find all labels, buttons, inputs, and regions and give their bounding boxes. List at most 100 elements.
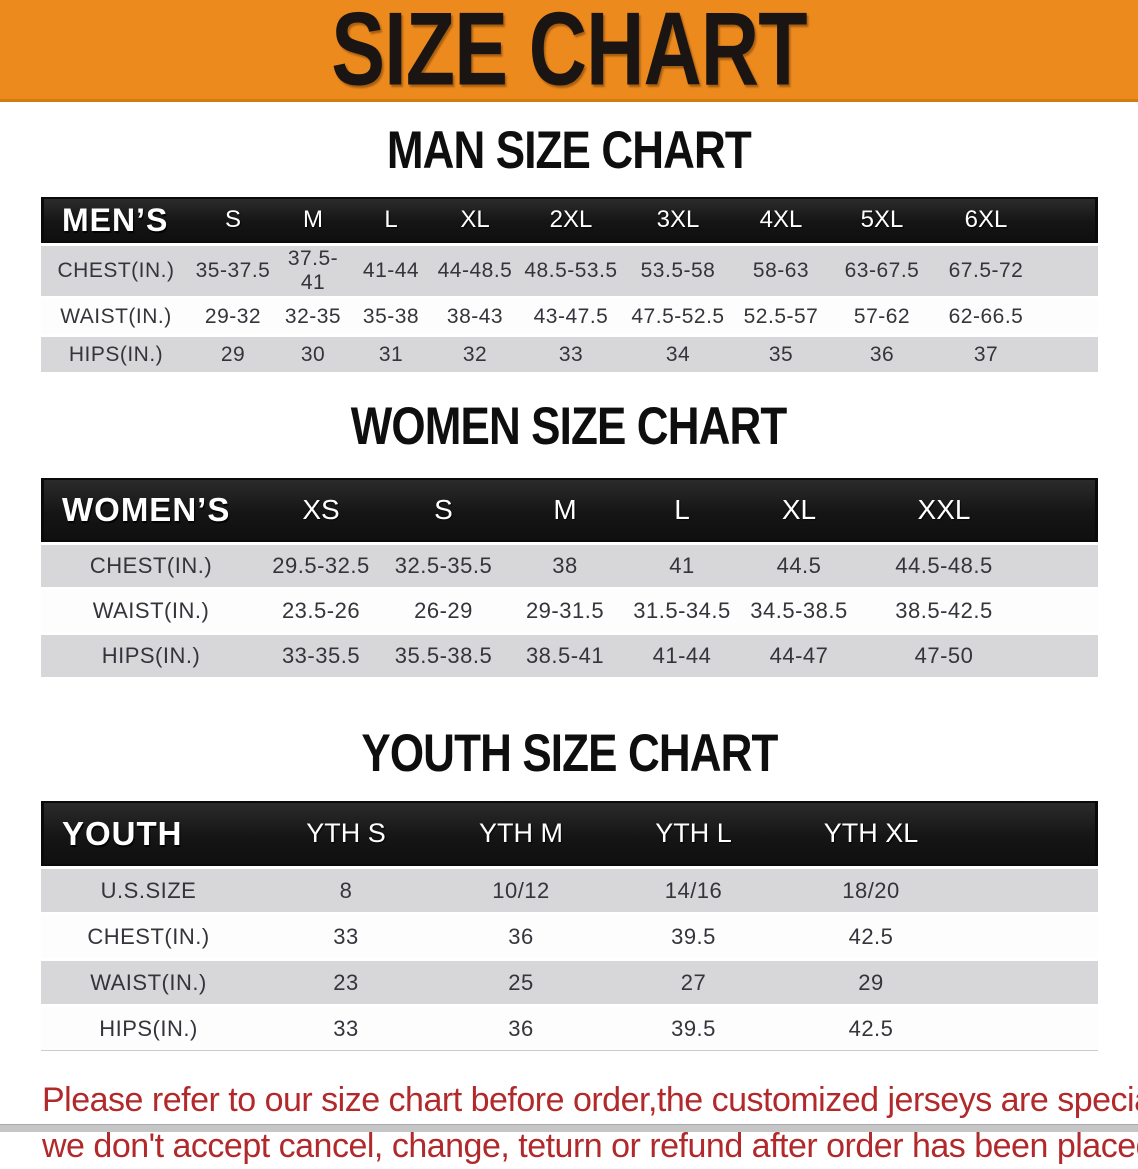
size-value: 57-62 <box>829 296 935 334</box>
measurement-label: CHEST(IN.) <box>41 243 191 296</box>
size-value: 33-35.5 <box>261 632 381 677</box>
table-row: U.S.SIZE 8 10/12 14/16 18/20 <box>41 866 1098 912</box>
size-chart-banner: SIZE CHART <box>0 0 1138 103</box>
size-value: 29-32 <box>191 296 275 334</box>
size-column-header: XS <box>261 478 381 542</box>
size-value: 36 <box>436 912 606 958</box>
size-column-header: 6XL <box>935 197 1037 243</box>
measurement-label: HIPS(IN.) <box>41 334 191 372</box>
men-section-heading-text: MAN SIZE CHART <box>386 120 752 180</box>
row-spacer <box>1037 296 1098 334</box>
row-spacer <box>961 912 1098 958</box>
row-spacer <box>1030 587 1098 632</box>
size-value: 8 <box>256 866 436 912</box>
size-value: 38.5-41 <box>506 632 624 677</box>
size-value: 34 <box>623 334 733 372</box>
size-value: 63-67.5 <box>829 243 935 296</box>
size-value: 29 <box>781 958 961 1004</box>
size-value: 26-29 <box>381 587 506 632</box>
measurement-label: CHEST(IN.) <box>41 542 261 587</box>
size-value: 62-66.5 <box>935 296 1037 334</box>
measurement-label: HIPS(IN.) <box>41 632 261 677</box>
size-column-header: M <box>275 197 351 243</box>
size-column-header: YTH S <box>256 801 436 866</box>
youth-table-header-row: YOUTH YTH S YTH M YTH L YTH XL <box>41 801 1098 866</box>
size-value: 33 <box>256 912 436 958</box>
youth-size-table: YOUTH YTH S YTH M YTH L YTH XL U.S.SIZE … <box>41 801 1098 1051</box>
size-value: 33 <box>519 334 623 372</box>
size-value: 23 <box>256 958 436 1004</box>
size-value: 37 <box>935 334 1037 372</box>
size-value: 37.5-41 <box>275 243 351 296</box>
header-spacer <box>1030 478 1098 542</box>
size-value: 38.5-42.5 <box>858 587 1030 632</box>
size-value: 38 <box>506 542 624 587</box>
size-value: 48.5-53.5 <box>519 243 623 296</box>
size-column-header: YTH M <box>436 801 606 866</box>
row-spacer <box>961 958 1098 1004</box>
men-table-header-row: MEN’S S M L XL 2XL 3XL 4XL 5XL 6XL <box>41 197 1098 243</box>
size-column-header: 5XL <box>829 197 935 243</box>
size-value: 30 <box>275 334 351 372</box>
women-section-heading-text: WOMEN SIZE CHART <box>351 396 788 456</box>
size-column-header: XXL <box>858 478 1030 542</box>
size-column-header: YTH XL <box>781 801 961 866</box>
size-value: 29.5-32.5 <box>261 542 381 587</box>
size-column-header: S <box>191 197 275 243</box>
size-column-header: XL <box>740 478 858 542</box>
header-spacer <box>961 801 1098 866</box>
size-value: 18/20 <box>781 866 961 912</box>
header-spacer <box>1037 197 1098 243</box>
size-value: 36 <box>436 1004 606 1051</box>
disclaimer-line-1: Please refer to our size chart before or… <box>42 1081 1138 1119</box>
size-column-header: L <box>351 197 431 243</box>
size-value: 14/16 <box>606 866 781 912</box>
men-size-table: MEN’S S M L XL 2XL 3XL 4XL 5XL 6XL CHEST… <box>41 197 1098 372</box>
women-section-heading: WOMEN SIZE CHART <box>0 396 1138 456</box>
row-spacer <box>961 866 1098 912</box>
measurement-label: WAIST(IN.) <box>41 958 256 1004</box>
size-value: 43-47.5 <box>519 296 623 334</box>
youth-table-corner-label: YOUTH <box>41 801 256 866</box>
table-row: CHEST(IN.) 29.5-32.5 32.5-35.5 38 41 44.… <box>41 542 1098 587</box>
youth-section-heading: YOUTH SIZE CHART <box>0 723 1138 783</box>
size-value: 23.5-26 <box>261 587 381 632</box>
measurement-label: WAIST(IN.) <box>41 587 261 632</box>
table-row: HIPS(IN.) 33 36 39.5 42.5 <box>41 1004 1098 1051</box>
size-value: 38-43 <box>431 296 519 334</box>
women-table-corner-label: WOMEN’S <box>41 478 261 542</box>
disclaimer-note: Please refer to our size chart before or… <box>42 1077 1138 1169</box>
size-value: 35-38 <box>351 296 431 334</box>
size-value: 10/12 <box>436 866 606 912</box>
size-value: 25 <box>436 958 606 1004</box>
size-value: 29 <box>191 334 275 372</box>
size-value: 41 <box>624 542 740 587</box>
size-value: 32.5-35.5 <box>381 542 506 587</box>
size-column-header: 4XL <box>733 197 829 243</box>
size-value: 35-37.5 <box>191 243 275 296</box>
youth-section-heading-text: YOUTH SIZE CHART <box>360 723 778 783</box>
table-row: HIPS(IN.) 29 30 31 32 33 34 35 36 37 <box>41 334 1098 372</box>
size-value: 31.5-34.5 <box>624 587 740 632</box>
size-value: 47.5-52.5 <box>623 296 733 334</box>
size-value: 39.5 <box>606 1004 781 1051</box>
size-value: 39.5 <box>606 912 781 958</box>
size-value: 34.5-38.5 <box>740 587 858 632</box>
row-spacer <box>961 1004 1098 1051</box>
size-column-header: S <box>381 478 506 542</box>
size-value: 33 <box>256 1004 436 1051</box>
size-value: 52.5-57 <box>733 296 829 334</box>
size-value: 42.5 <box>781 912 961 958</box>
table-row: HIPS(IN.) 33-35.5 35.5-38.5 38.5-41 41-4… <box>41 632 1098 677</box>
women-table-header-row: WOMEN’S XS S M L XL XXL <box>41 478 1098 542</box>
size-column-header: YTH L <box>606 801 781 866</box>
size-value: 44.5 <box>740 542 858 587</box>
measurement-label: U.S.SIZE <box>41 866 256 912</box>
size-value: 41-44 <box>351 243 431 296</box>
measurement-label: WAIST(IN.) <box>41 296 191 334</box>
size-value: 58-63 <box>733 243 829 296</box>
measurement-label: HIPS(IN.) <box>41 1004 256 1051</box>
size-value: 53.5-58 <box>623 243 733 296</box>
size-value: 44.5-48.5 <box>858 542 1030 587</box>
size-column-header: XL <box>431 197 519 243</box>
